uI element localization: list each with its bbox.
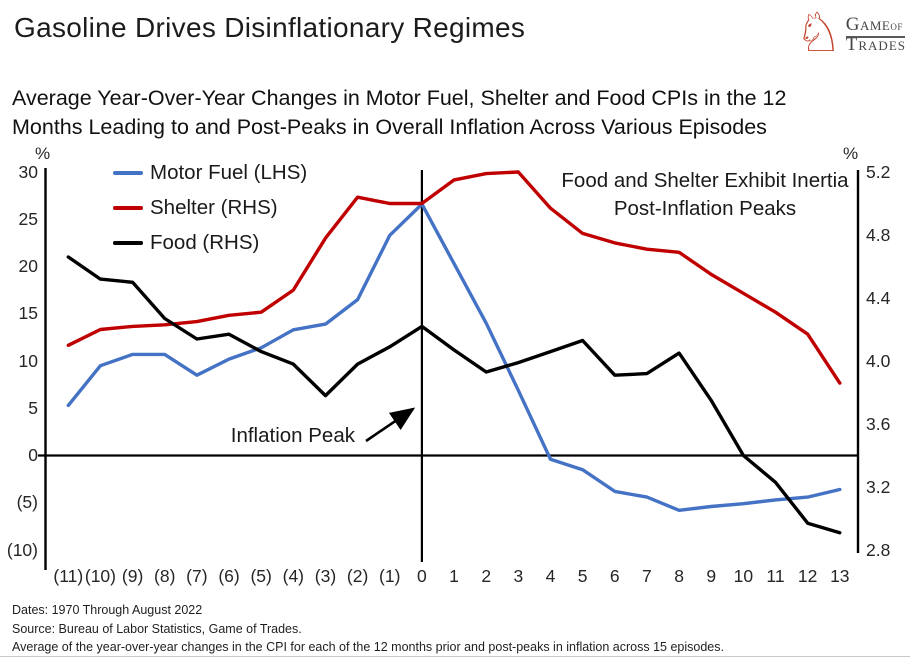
- x-axis-tick-label: (9): [121, 566, 144, 586]
- shelter-line-swatch: [113, 205, 143, 210]
- bottom-divider: [0, 656, 910, 657]
- series-line-motor-fuel-lhs: [66, 202, 842, 512]
- brand-word-of: of: [890, 18, 903, 34]
- annotation-arrow: [365, 407, 416, 443]
- footnote-method: Average of the year-over-year changes in…: [12, 640, 724, 654]
- left-axis-tick-label: 25: [18, 208, 38, 229]
- x-axis-tick-label: 5: [577, 566, 588, 586]
- x-axis-tick-label: 3: [513, 566, 524, 586]
- inertia-annotation-line1: Food and Shelter Exhibit Inertia: [561, 169, 849, 192]
- x-axis-tick-label: 12: [797, 566, 818, 586]
- left-axis-tick-label: 15: [18, 303, 38, 324]
- x-axis-tick-label: 2: [481, 566, 492, 586]
- x-axis-tick-label: (8): [154, 566, 176, 586]
- chart-legend: Motor Fuel (LHS) Shelter (RHS) Food (RHS…: [113, 155, 307, 260]
- left-axis-tick-label: 10: [18, 350, 38, 371]
- x-axis-tick-label: (6): [218, 566, 240, 586]
- x-axis-tick-label: (7): [186, 566, 208, 586]
- right-axis-unit-label: %: [843, 144, 859, 163]
- x-axis-tick-label: (11): [53, 566, 84, 586]
- series-lines: [66, 170, 842, 535]
- right-axis-tick-label: 3.2: [866, 476, 891, 497]
- brand-logo: ♘ Gameof Trades: [794, 4, 908, 62]
- right-axis-tick-label: 4.0: [866, 350, 891, 371]
- right-axis-tick-label: 5.2: [866, 161, 891, 182]
- legend-item-motor-fuel: Motor Fuel (LHS): [113, 155, 307, 190]
- brand-word-trades: Trades: [845, 34, 906, 55]
- chess-knight-icon: ♘: [794, 3, 843, 63]
- x-axis-tick-label: 8: [674, 566, 684, 586]
- series-line-food-rhs: [66, 255, 842, 535]
- right-axis-tick-label: 4.8: [866, 224, 891, 245]
- x-axis-tick-label: (2): [346, 566, 369, 586]
- x-axis-tick-label: 7: [642, 566, 652, 586]
- footnotes: Dates: 1970 Through August 2022 Source: …: [12, 601, 724, 657]
- x-axis-tick-label: 4: [545, 566, 556, 586]
- x-axis-tick-label: (3): [314, 566, 337, 586]
- x-axis-tick-label: 6: [609, 566, 620, 586]
- left-axis-tick-label: 5: [28, 397, 38, 418]
- left-axis-tick-label: 30: [18, 161, 38, 182]
- legend-label-shelter: Shelter (RHS): [150, 195, 278, 219]
- motor-fuel-line-swatch: [113, 170, 143, 175]
- food-line-swatch: [113, 240, 143, 245]
- left-axis-tick-label: 0: [28, 445, 38, 465]
- series-line-shelter-rhs: [66, 170, 842, 385]
- x-axis-tick-label: 1: [449, 566, 459, 586]
- chart-subtitle-line1: Average Year-Over-Year Changes in Motor …: [12, 86, 787, 110]
- page-title: Gasoline Drives Disinflationary Regimes: [14, 12, 526, 43]
- left-axis-tick-label: 20: [18, 256, 38, 276]
- right-axis-tick-label: 4.4: [866, 287, 891, 308]
- right-axis-tick-label: 2.8: [866, 539, 891, 560]
- inflation-peak-annotation: Inflation Peak: [230, 424, 355, 447]
- legend-label-food: Food (RHS): [150, 230, 260, 254]
- x-axis-tick-label: 10: [733, 566, 754, 586]
- left-axis-tick-label: (5): [16, 492, 38, 513]
- chart-subtitle: Average Year-Over-Year Changes in Motor …: [12, 84, 902, 142]
- x-axis-tick-label: 13: [830, 566, 850, 586]
- x-axis-tick-label: (10): [84, 566, 116, 586]
- legend-item-food: Food (RHS): [113, 225, 307, 260]
- x-axis-tick-label: (5): [250, 566, 272, 586]
- footnote-dates: Dates: 1970 Through August 2022: [12, 603, 203, 617]
- right-axis-tick-label: 3.6: [866, 413, 891, 434]
- brand-word-game: Gameof: [845, 14, 905, 39]
- inertia-annotation-line2: Post-Inflation Peaks: [613, 196, 797, 220]
- chart-subtitle-line2: Months Leading to and Post-Peaks in Over…: [12, 115, 767, 139]
- x-axis-tick-label: 0: [417, 566, 427, 586]
- legend-label-motor-fuel: Motor Fuel (LHS): [150, 160, 308, 184]
- brand-logo-text: Gameof Trades: [845, 11, 908, 55]
- footnote-source: Source: Bureau of Labor Statistics, Game…: [12, 621, 302, 636]
- left-axis-unit-label: %: [35, 144, 51, 163]
- x-axis-tick-label: 9: [706, 566, 717, 586]
- inertia-annotation: Food and Shelter Exhibit Inertia Post-In…: [545, 167, 865, 222]
- x-axis-tick-label: 11: [766, 566, 785, 586]
- x-axis-tick-label: (1): [379, 566, 401, 586]
- x-axis-tick-label: (4): [282, 566, 305, 586]
- legend-item-shelter: Shelter (RHS): [113, 190, 307, 225]
- left-axis-tick-label: (10): [6, 539, 38, 560]
